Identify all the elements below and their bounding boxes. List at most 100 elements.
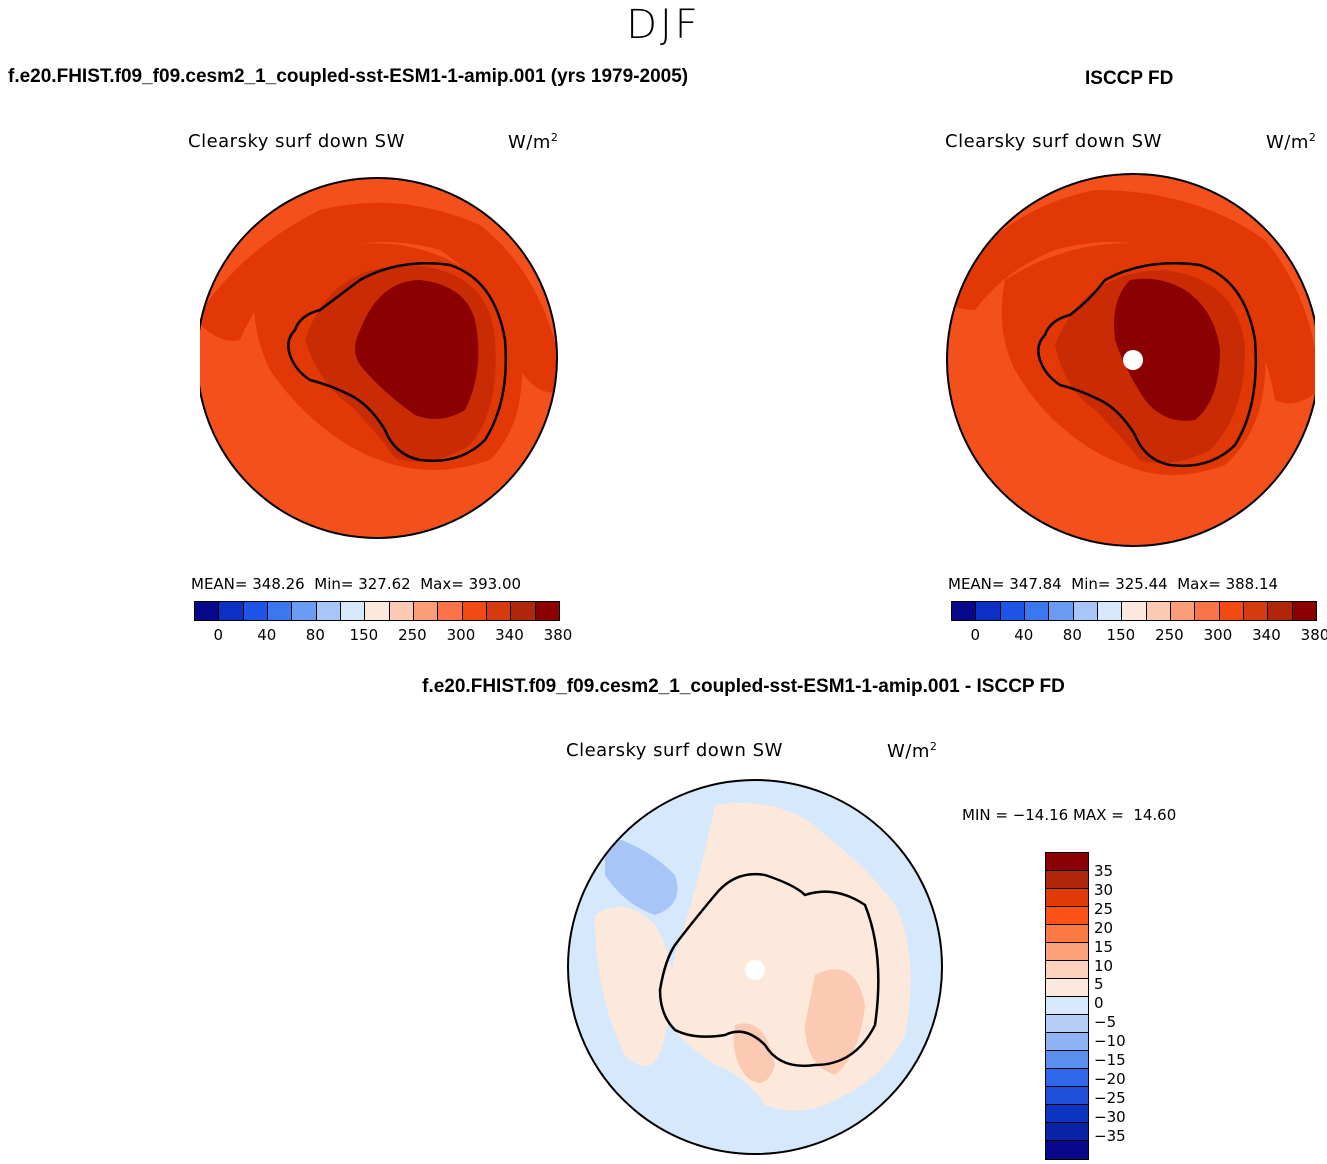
diff-colorbar [1045, 852, 1089, 1160]
diff-pole-hole [745, 960, 765, 980]
colorbar-swatch [486, 602, 512, 620]
colorbar-swatch [1024, 602, 1050, 620]
colorbar-level-label: 25 [1094, 899, 1114, 918]
colorbar-swatch [1046, 1141, 1088, 1159]
model-panel-title: f.e20.FHIST.f09_f09.cesm2_1_coupled-sst-… [8, 66, 689, 87]
colorbar-tick-label: 40 [1014, 626, 1034, 644]
colorbar-tick-label: 40 [257, 626, 277, 644]
diff-polar-map [567, 779, 943, 1155]
diff-panel-title: f.e20.FHIST.f09_f09.cesm2_1_coupled-sst-… [422, 676, 1065, 697]
obs-colorbar-ticks: 0 40 80 150 250 300 340 380 [951, 626, 1327, 646]
model-ring-band [200, 202, 557, 393]
colorbar-level-label: −5 [1094, 1013, 1117, 1032]
obs-stats: MEAN= 347.84 Min= 325.44 Max= 388.14 [948, 575, 1279, 593]
model-interior-zone [355, 280, 479, 419]
colorbar-level-label: −35 [1094, 1126, 1126, 1145]
colorbar-swatch [438, 602, 463, 620]
colorbar-swatch [243, 602, 268, 620]
colorbar-level-label: 35 [1094, 862, 1114, 880]
colorbar-level-label: 10 [1094, 956, 1114, 975]
colorbar-swatch [195, 602, 220, 620]
colorbar-swatch [389, 602, 414, 620]
colorbar-swatch [1046, 979, 1088, 997]
obs-colorbar [951, 601, 1317, 621]
obs-coastline [1037, 262, 1258, 467]
colorbar-swatch [952, 602, 977, 620]
diff-warm-west [595, 907, 673, 1067]
colorbar-tick-label: 0 [213, 626, 224, 644]
colorbar-swatch [1046, 1033, 1088, 1051]
colorbar-swatch [1046, 853, 1088, 871]
colorbar-tick-label: 150 [1106, 626, 1136, 644]
model-colorbar [194, 601, 560, 621]
colorbar-level-label: −20 [1094, 1069, 1126, 1088]
colorbar-swatch [535, 602, 559, 620]
colorbar-level-label: 15 [1094, 937, 1114, 956]
colorbar-tick-label: 250 [398, 626, 427, 644]
colorbar-tick-label: 80 [1062, 626, 1082, 644]
colorbar-swatch [1046, 1123, 1088, 1141]
colorbar-swatch [1046, 925, 1088, 943]
colorbar-tick-label: 300 [446, 626, 476, 644]
diff-stats: MIN = −14.16 MAX = 14.60 [962, 806, 1177, 824]
obs-panel-title: ISCCP FD [1085, 68, 1174, 89]
obs-map-border [946, 173, 1315, 547]
colorbar-swatch [1046, 1069, 1088, 1087]
colorbar-swatch [511, 602, 536, 620]
colorbar-tick-label: 380 [543, 626, 573, 644]
colorbar-level-label: 20 [1094, 918, 1114, 937]
diff-pos-zone-1 [733, 1023, 775, 1083]
obs-interior-zone [1114, 278, 1220, 421]
colorbar-level-label: −10 [1094, 1032, 1126, 1051]
colorbar-tick-label: 80 [305, 626, 325, 644]
colorbar-swatch [413, 602, 439, 620]
colorbar-tick-label: 250 [1155, 626, 1184, 644]
colorbar-swatch [1268, 602, 1293, 620]
diff-units-label: W/m2 [887, 740, 938, 762]
colorbar-level-label: 0 [1094, 994, 1104, 1013]
diff-variable-label: Clearsky surf down SW [566, 740, 783, 761]
colorbar-level-label: 5 [1094, 975, 1104, 994]
colorbar-swatch [219, 602, 244, 620]
colorbar-tick-label: 0 [970, 626, 981, 644]
model-polar-map [200, 177, 558, 539]
colorbar-swatch [1073, 602, 1098, 620]
colorbar-swatch [1046, 943, 1088, 961]
model-map-border [200, 177, 558, 539]
diff-cool-zone [605, 835, 678, 915]
colorbar-swatch [1122, 602, 1147, 620]
colorbar-level-label: −25 [1094, 1088, 1126, 1107]
colorbar-swatch [1292, 602, 1316, 620]
colorbar-swatch [1046, 961, 1088, 979]
colorbar-swatch [1046, 1087, 1088, 1105]
colorbar-tick-label: 150 [349, 626, 379, 644]
colorbar-swatch [1195, 602, 1220, 620]
colorbar-swatch [1097, 602, 1123, 620]
diff-coastline [658, 872, 880, 1068]
diff-colorbar-labels: 35 30 25 20 15 10 5 0 −5 −10 −15 −20 −25 −30 −35 [1094, 852, 1154, 1158]
colorbar-swatch [1046, 997, 1088, 1015]
colorbar-swatch [1170, 602, 1196, 620]
colorbar-swatch [1046, 1051, 1088, 1069]
colorbar-swatch [1000, 602, 1025, 620]
colorbar-swatch [1046, 907, 1088, 925]
colorbar-swatch [267, 602, 293, 620]
colorbar-swatch [1146, 602, 1171, 620]
colorbar-swatch [365, 602, 390, 620]
colorbar-swatch [976, 602, 1001, 620]
colorbar-swatch [1046, 871, 1088, 889]
obs-pole-hole [1123, 350, 1143, 370]
colorbar-swatch [292, 602, 317, 620]
colorbar-level-label: 30 [1094, 880, 1114, 899]
obs-polar-map [946, 173, 1315, 547]
colorbar-swatch [340, 602, 366, 620]
colorbar-swatch [1049, 602, 1074, 620]
model-coastline [287, 262, 508, 462]
colorbar-tick-label: 300 [1203, 626, 1233, 644]
colorbar-swatch [1046, 889, 1088, 907]
colorbar-swatch [1046, 1015, 1088, 1033]
colorbar-swatch [1219, 602, 1244, 620]
colorbar-level-label: −15 [1094, 1051, 1126, 1069]
season-title: DJF [626, 2, 701, 48]
obs-units-label: W/m2 [1266, 131, 1317, 153]
